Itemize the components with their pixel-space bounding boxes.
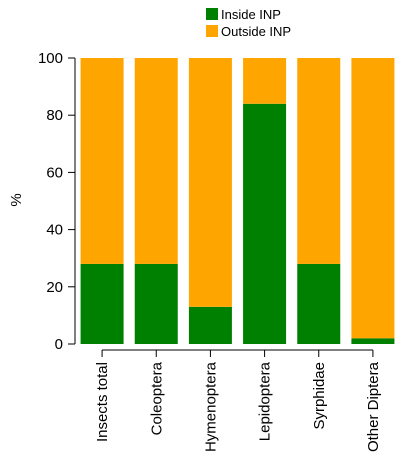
- bar-inside-inp-3: [243, 103, 287, 344]
- bar-inside-inp-2: [188, 306, 232, 344]
- x-category-label: Other Diptera: [365, 361, 382, 452]
- x-category-label: Syrphidae: [311, 362, 328, 430]
- bar-outside-inp-3: [243, 58, 287, 104]
- bar-outside-inp-4: [297, 58, 341, 264]
- legend-label-0: Inside INP: [221, 7, 281, 22]
- y-tick-label: 80: [46, 107, 63, 124]
- y-axis: 0 20 40 60 80 100: [38, 50, 76, 353]
- bar-outside-inp-0: [80, 58, 124, 264]
- legend-swatch-1: [206, 25, 218, 37]
- y-tick-label: 100: [38, 50, 63, 67]
- legend-swatch-0: [206, 8, 218, 20]
- x-axis: Insects total Coleoptera Hymenoptera Lepido…: [94, 349, 382, 452]
- y-axis-label: %: [8, 193, 25, 206]
- bar-outside-inp-5: [351, 58, 395, 339]
- x-category-label: Coleoptera: [148, 361, 165, 435]
- bar-outside-inp-2: [188, 58, 232, 307]
- bar-inside-inp-0: [80, 263, 124, 344]
- y-tick-label: 20: [46, 279, 63, 296]
- bar-outside-inp-1: [134, 58, 178, 264]
- bar-inside-inp-4: [297, 263, 341, 344]
- bars: [80, 58, 395, 344]
- x-category-label: Lepidoptera: [257, 361, 274, 441]
- y-tick-label: 60: [46, 164, 63, 181]
- bar-inside-inp-1: [134, 263, 178, 344]
- y-tick-label: 40: [46, 222, 63, 239]
- bar-inside-inp-5: [351, 338, 395, 344]
- legend: Inside INP Outside INP: [206, 7, 291, 39]
- legend-label-1: Outside INP: [221, 24, 291, 39]
- x-category-label: Insects total: [94, 362, 111, 442]
- x-category-label: Hymenoptera: [202, 361, 219, 452]
- y-tick-label: 0: [55, 336, 63, 353]
